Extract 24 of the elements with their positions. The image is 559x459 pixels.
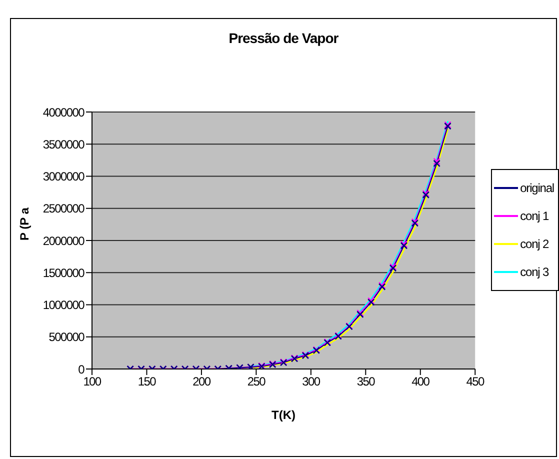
- y-tick-label: 500000: [48, 330, 86, 344]
- x-tick-label: 450: [466, 374, 486, 389]
- x-tick-label: 150: [138, 374, 157, 389]
- y-tick-label: 2000000: [42, 234, 86, 248]
- y-tick-label: 4000000: [42, 105, 86, 120]
- y-tick-label: 3000000: [42, 170, 86, 184]
- legend-label: conj 1: [520, 208, 549, 222]
- y-tick-label: 3500000: [42, 137, 86, 152]
- chart-title: Pressão de Vapor: [228, 30, 340, 46]
- y-tick-label: 1000000: [42, 298, 86, 312]
- y-tick-label: 2500000: [42, 202, 86, 216]
- y-tick-label: 1500000: [42, 266, 86, 280]
- x-tick-label: 400: [412, 374, 430, 389]
- y-tick-label: 0: [78, 362, 86, 376]
- legend-label: conj 2: [520, 236, 549, 250]
- x-tick-label: 200: [192, 374, 212, 389]
- legend-label: conj 3: [520, 264, 549, 278]
- x-tick-label: 350: [356, 374, 376, 389]
- x-tick-label: 300: [302, 374, 321, 389]
- x-tick-label: 250: [247, 374, 266, 389]
- x-tick-label: 100: [83, 374, 102, 389]
- y-axis-title: P (P a: [17, 207, 32, 240]
- legend-label: original: [520, 180, 554, 194]
- x-axis-title: T(K): [272, 408, 296, 422]
